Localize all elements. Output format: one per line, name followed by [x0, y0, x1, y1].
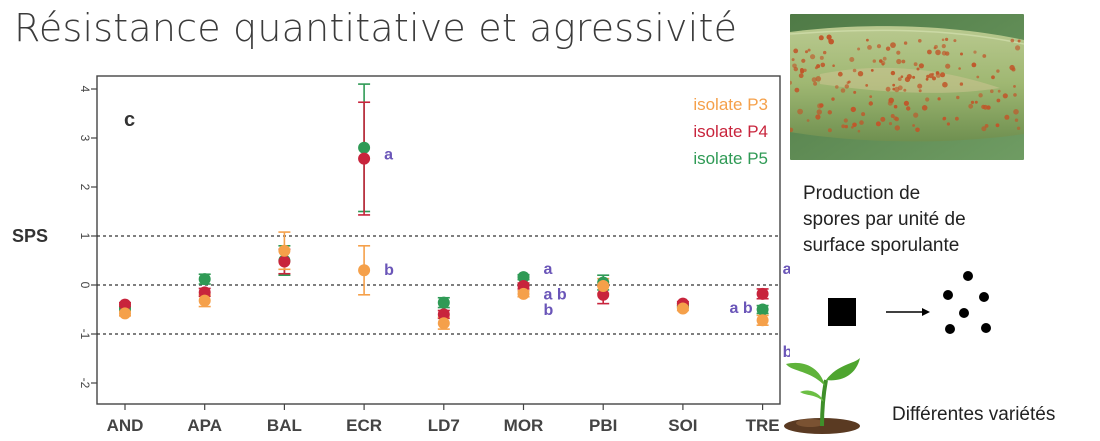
y-tick-label: -2: [78, 378, 92, 389]
data-point: [278, 255, 291, 268]
significance-letter: b: [783, 344, 790, 361]
varieties-label: Différentes variétés: [892, 404, 1056, 425]
y-tick-label: -1: [78, 329, 92, 340]
data-point: [756, 287, 769, 300]
plot-frame: [96, 75, 781, 405]
description-text: Production de spores par unité de surfac…: [803, 181, 1063, 259]
x-tick-label: BAL: [267, 416, 302, 435]
data-point: [597, 288, 610, 301]
data-point: [676, 302, 689, 315]
x-tick-label: MOR: [504, 416, 544, 435]
legend-entry: isolate P3: [693, 95, 768, 114]
square-icon: [828, 298, 856, 326]
x-tick-label: LD7: [428, 416, 460, 435]
data-point: [198, 286, 211, 299]
y-axis-label: SPS: [12, 226, 49, 246]
legend-entry: isolate P4: [693, 122, 768, 141]
arrow-icon: [886, 308, 930, 316]
data-point: [278, 244, 291, 257]
description-line: Production de: [803, 183, 921, 204]
data-point: [358, 264, 371, 277]
significance-letter: a b: [544, 286, 567, 303]
y-tick-label: 4: [78, 86, 92, 93]
seedling-icon: [784, 358, 860, 434]
x-tick-label: APA: [187, 416, 222, 435]
significance-letter: a: [384, 147, 393, 164]
data-point: [358, 141, 371, 154]
data-point: [517, 271, 530, 284]
x-tick-label: PBI: [589, 416, 617, 435]
y-tick-label: 0: [78, 282, 92, 289]
data-point: [198, 273, 211, 286]
x-tick-label: SOI: [668, 416, 697, 435]
y-tick-label: 3: [78, 135, 92, 142]
description-line: surface sporulante: [803, 235, 960, 256]
data-point: [437, 308, 450, 321]
data-point: [198, 294, 211, 307]
significance-letter: a b: [729, 300, 752, 317]
data-point: [437, 317, 450, 330]
data-point: [756, 303, 769, 316]
x-tick-label: AND: [107, 416, 144, 435]
sps-chart: -2 -1 0 1 2 3 4 AND APA BAL ECR LD7 MOR PBI SOI TRE a b…: [78, 75, 790, 435]
data-point: [358, 152, 371, 165]
data-point: [597, 279, 610, 292]
y-tick-label: 2: [78, 184, 92, 191]
description-line: spores par unité de: [803, 209, 966, 230]
data-point: [119, 298, 131, 311]
legend-entry: isolate P5: [693, 149, 768, 168]
data-point: [756, 314, 769, 327]
x-tick-label: ECR: [346, 416, 382, 435]
significance-letter: b: [384, 262, 394, 279]
data-point: [437, 296, 450, 309]
x-tick-label: TRE: [746, 416, 780, 435]
data-point: [119, 307, 131, 320]
panel-label: c: [124, 109, 135, 131]
significance-letter: a: [783, 261, 790, 278]
square-to-spores-arrow-icon: [828, 271, 991, 334]
spores-icon: [943, 271, 991, 334]
significance-letter: b: [544, 302, 554, 319]
wheat-leaf-rust-photo: [790, 14, 1024, 160]
significance-letter: a: [544, 261, 553, 278]
slide-title: Résistance quantitative et agressivité: [14, 6, 738, 50]
data-point: [517, 287, 530, 300]
y-tick-label: 1: [78, 233, 92, 240]
